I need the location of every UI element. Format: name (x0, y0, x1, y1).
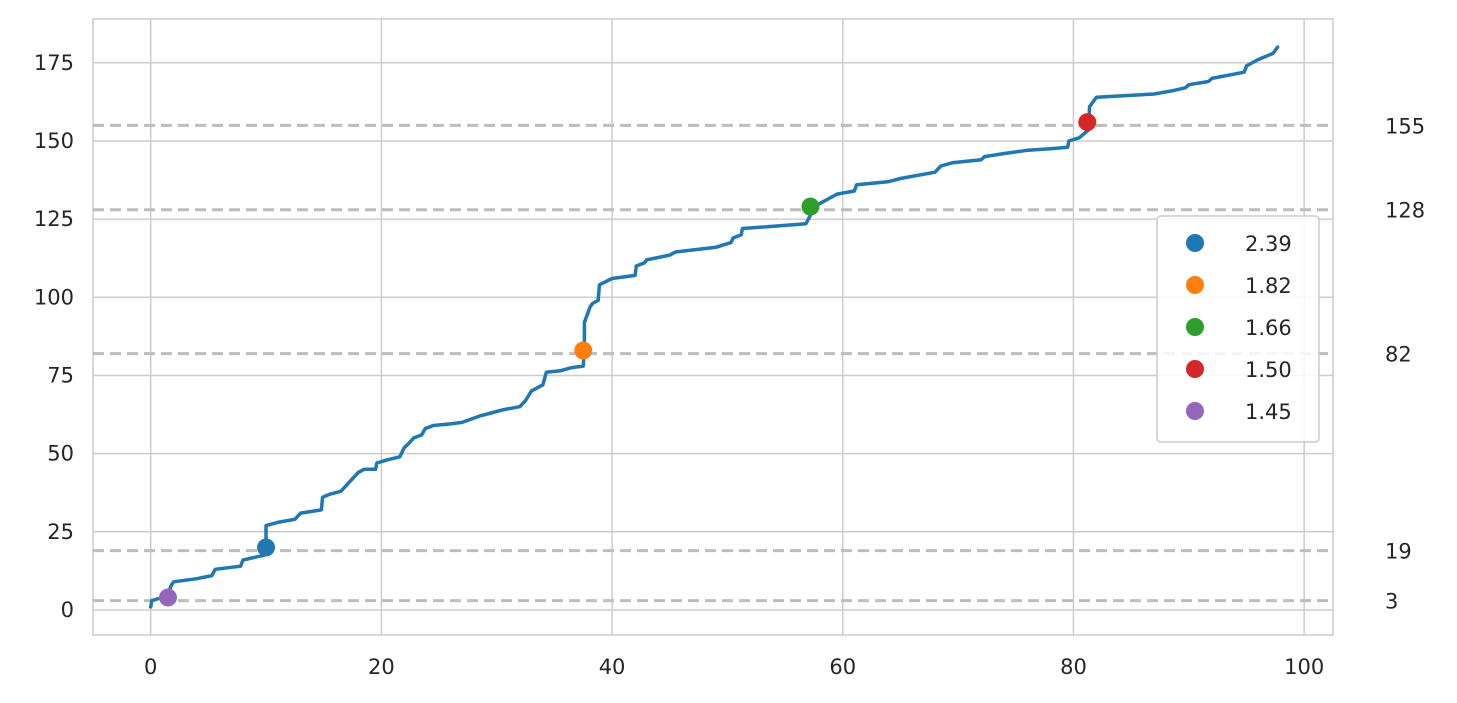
x-tick-label: 0 (144, 655, 157, 679)
y-tick-label: 125 (34, 207, 74, 231)
legend: 2.39 1.82 1.66 1.50 1.45 (1156, 215, 1320, 443)
x-axis-ticks: 0 20 40 60 80 100 (144, 655, 1324, 679)
reference-labels: 155 128 82 19 3 (1385, 114, 1425, 613)
series-layer (148, 45, 1280, 609)
legend-label: 1.45 (1245, 400, 1292, 424)
x-tick-label: 40 (599, 655, 626, 679)
x-tick-label: 20 (368, 655, 395, 679)
data-marker (1078, 113, 1097, 132)
legend-label: 1.66 (1245, 316, 1292, 340)
y-tick-label: 150 (34, 129, 74, 153)
x-tick-label: 100 (1284, 655, 1324, 679)
x-tick-label: 80 (1060, 655, 1087, 679)
legend-marker (1186, 318, 1204, 336)
reference-label: 19 (1385, 540, 1412, 564)
y-tick-label: 75 (47, 363, 74, 387)
y-tick-label: 100 (34, 285, 74, 309)
y-tick-label: 0 (61, 598, 74, 622)
data-marker (574, 341, 593, 360)
data-marker (158, 588, 177, 607)
markers-layer (158, 113, 1097, 607)
y-axis-ticks: 0 25 50 75 100 125 150 175 (34, 51, 74, 622)
y-tick-label: 50 (47, 442, 74, 466)
data-marker (801, 197, 820, 216)
series-line (148, 45, 1280, 609)
reference-label: 128 (1385, 199, 1425, 223)
legend-label: 1.50 (1245, 358, 1292, 382)
legend-label: 1.82 (1245, 274, 1292, 298)
plot-area (92, 18, 1334, 636)
reference-lines (93, 123, 1333, 603)
reference-label: 155 (1385, 114, 1425, 138)
legend-box (1156, 215, 1320, 443)
legend-marker (1186, 276, 1204, 294)
reference-label: 3 (1385, 590, 1398, 614)
y-tick-label: 175 (34, 51, 74, 75)
legend-label: 2.39 (1245, 232, 1292, 256)
legend-marker (1186, 234, 1204, 252)
legend-marker (1186, 360, 1204, 378)
data-marker (257, 538, 276, 557)
y-tick-label: 25 (47, 520, 74, 544)
x-tick-label: 60 (829, 655, 856, 679)
legend-marker (1186, 402, 1204, 420)
reference-label: 82 (1385, 343, 1412, 367)
